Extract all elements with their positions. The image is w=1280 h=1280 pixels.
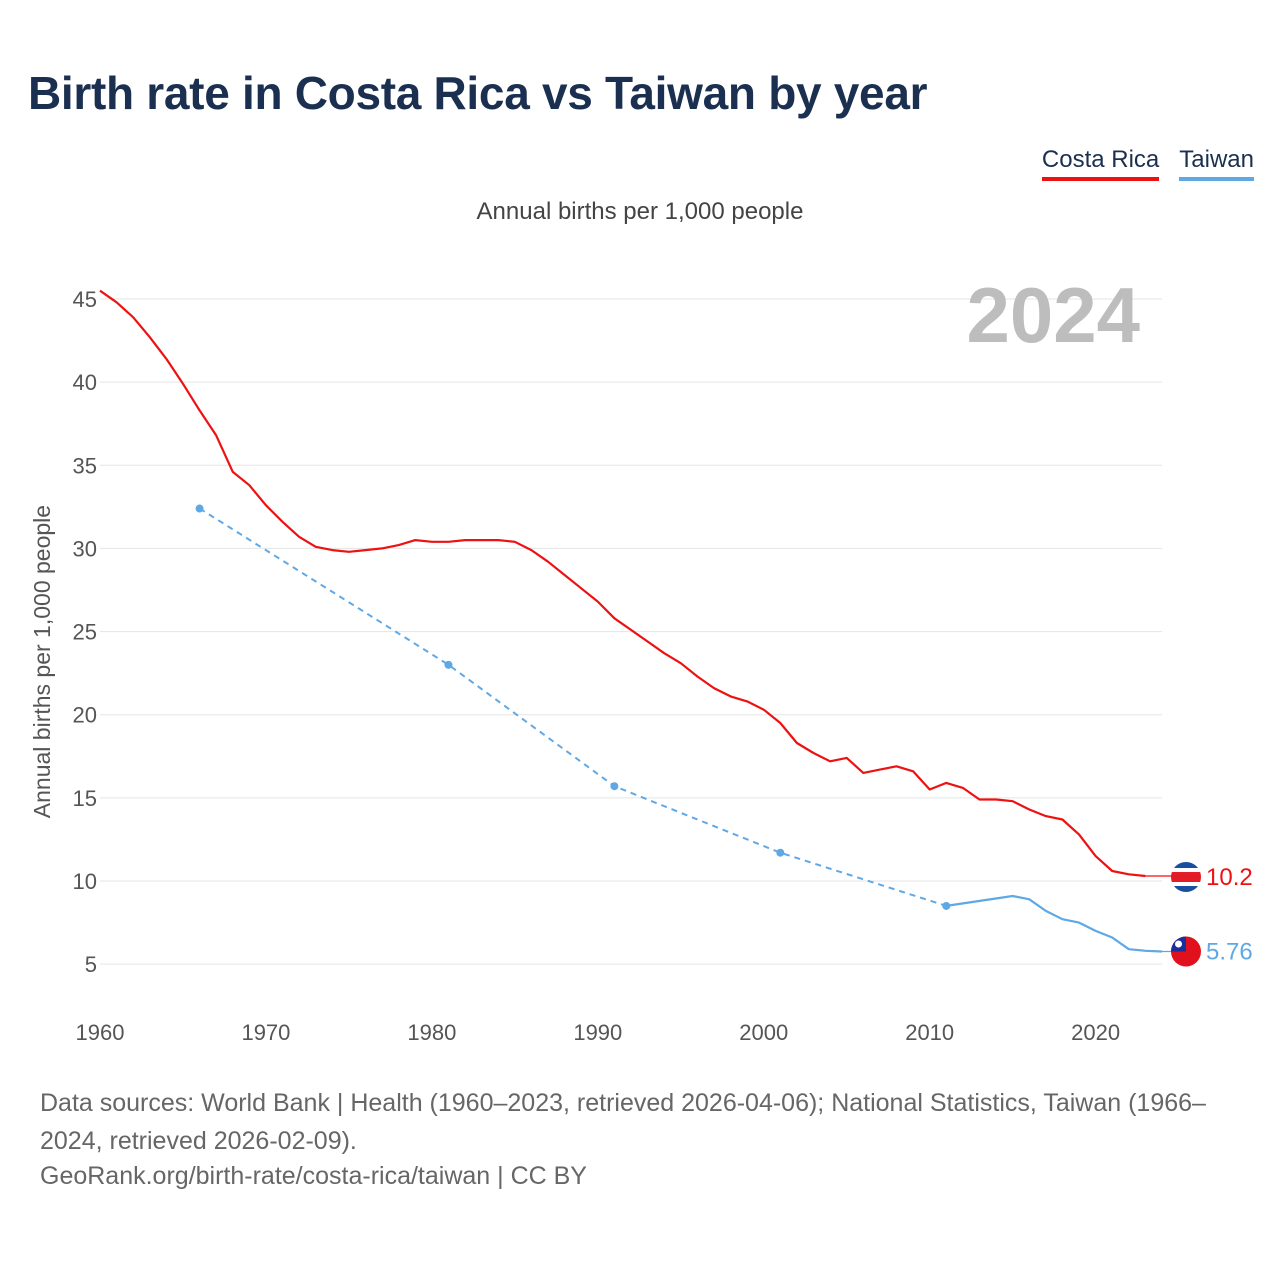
legend: Costa Rica Taiwan [1041,146,1254,181]
x-tick-label: 1970 [241,1020,290,1045]
taiwan-data-point [444,660,453,669]
y-tick-label: 35 [73,453,97,478]
x-tick-label: 2020 [1071,1020,1120,1045]
y-tick-label: 45 [73,287,97,312]
taiwan-data-point [195,504,204,513]
chart-title: Birth rate in Costa Rica vs Taiwan by ye… [28,67,928,119]
x-tick-label: 2000 [739,1020,788,1045]
x-tick-label: 1960 [76,1020,125,1045]
credit-link[interactable]: GeoRank.org/birth-rate/costa-rica/taiwan… [40,1162,587,1190]
chart-subtitle: Annual births per 1,000 people [476,198,804,225]
series-line-taiwan-dashed [199,507,947,907]
x-tick-label: 2010 [905,1020,954,1045]
costa-rica-flag-icon [1171,862,1201,893]
series-line-costa-rica [99,289,1146,878]
taiwan-data-point [942,901,951,910]
year-watermark: 2024 [966,271,1140,359]
y-tick-label: 30 [73,536,97,561]
y-tick-label: 20 [73,703,97,728]
y-tick-label: 40 [73,370,97,395]
y-tick-label: 15 [73,786,97,811]
series-line-taiwan [946,894,1163,953]
costa-rica-value-label: 10.2 [1206,864,1253,891]
taiwan-data-point [610,782,619,791]
taiwan-value-label: 5.76 [1206,939,1253,966]
legend-item-taiwan[interactable]: Taiwan [1179,146,1254,181]
y-tick-label: 5 [85,952,97,977]
line-chart: 5 10 15 20 25 30 35 40 45 1960 1970 1980 1990 2000 201… [29,271,1253,1045]
legend-item-costa-rica[interactable]: Costa Rica [1041,146,1160,181]
taiwan-data-point [776,848,785,857]
x-tick-label: 1990 [573,1020,622,1045]
data-sources: Data sources: World Bank | Health (1960–… [40,1089,1206,1155]
x-tick-label: 1980 [407,1020,456,1045]
y-tick-label: 10 [73,869,97,894]
taiwan-flag-icon [1171,936,1201,967]
y-tick-label: 25 [73,620,97,645]
y-axis-label: Annual births per 1,000 people [29,505,55,818]
